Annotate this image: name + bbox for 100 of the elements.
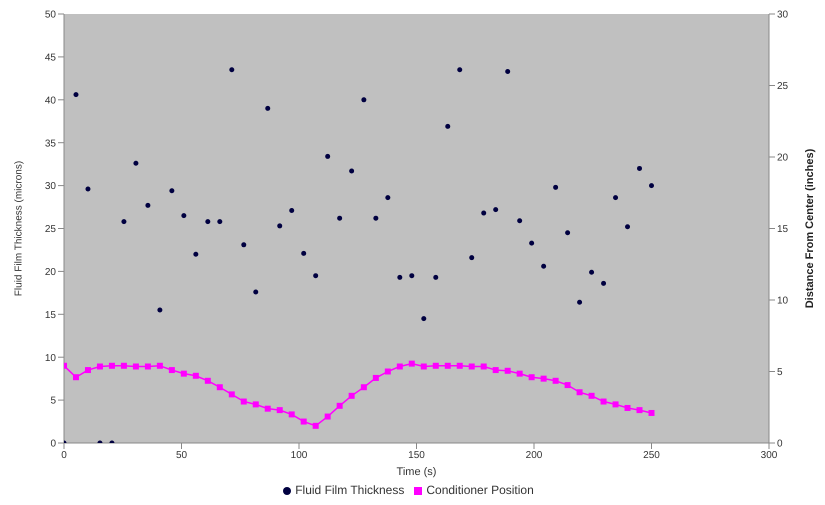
point	[565, 230, 570, 236]
y2-tick-label: 5	[777, 367, 783, 378]
x-tick-label: 250	[643, 450, 660, 462]
x-tick-label: 100	[290, 450, 308, 462]
point	[432, 362, 439, 369]
point	[133, 160, 138, 166]
y2-axis-title: Distance From Center (inches)	[804, 148, 816, 308]
point	[396, 363, 403, 370]
point	[324, 414, 331, 420]
point	[85, 186, 90, 192]
point	[481, 210, 486, 216]
point	[540, 376, 547, 382]
point	[277, 223, 282, 228]
point	[72, 374, 79, 380]
point	[468, 363, 475, 370]
point	[205, 219, 210, 224]
point	[253, 289, 258, 294]
x-tick-label: 0	[61, 450, 68, 462]
y2-tick-label: 10	[777, 296, 789, 307]
point	[517, 218, 522, 224]
y2-tick-label: 25	[777, 81, 789, 92]
point	[276, 407, 283, 414]
point	[348, 392, 355, 399]
y-tick-label: 30	[44, 181, 56, 192]
point	[132, 363, 139, 370]
point	[204, 378, 211, 384]
point	[505, 68, 510, 74]
point	[433, 274, 438, 280]
point	[288, 411, 295, 418]
x-tick-label: 300	[760, 450, 778, 462]
point	[241, 242, 246, 248]
point	[612, 401, 619, 408]
x-tick-label: 200	[526, 450, 543, 462]
point	[120, 362, 127, 369]
point	[504, 368, 511, 374]
point	[648, 410, 654, 416]
point	[588, 392, 595, 399]
point	[385, 195, 390, 200]
point	[264, 406, 271, 412]
point	[180, 370, 187, 377]
legend-label: Fluid Film Thickness	[295, 483, 404, 497]
point	[229, 67, 234, 72]
point	[193, 252, 198, 257]
point	[144, 363, 151, 370]
y2-tick-label: 30	[777, 10, 789, 21]
y2-tick-label: 0	[777, 438, 783, 450]
point	[480, 363, 487, 370]
point	[445, 124, 450, 129]
point	[649, 183, 654, 188]
point	[420, 363, 427, 370]
y-tick-label: 40	[44, 95, 56, 106]
point	[313, 273, 318, 278]
point	[96, 363, 103, 370]
point	[325, 154, 330, 159]
point	[300, 418, 307, 425]
point	[216, 384, 223, 390]
point	[217, 219, 222, 224]
y2-tick-label: 15	[777, 224, 789, 236]
point	[564, 382, 571, 388]
point	[360, 384, 367, 390]
point	[553, 184, 558, 190]
point	[421, 316, 426, 322]
point	[625, 224, 630, 230]
point	[373, 216, 378, 221]
point	[156, 362, 163, 369]
point	[372, 374, 379, 381]
y-tick-label: 25	[44, 224, 56, 236]
y-tick-label: 20	[44, 266, 56, 278]
point	[349, 168, 354, 174]
point	[492, 367, 499, 374]
legend-label: Conditioner Position	[426, 483, 534, 497]
x-tick-label: 50	[176, 450, 188, 462]
point	[108, 362, 115, 369]
point	[529, 240, 534, 246]
point	[240, 398, 247, 405]
y-tick-label: 35	[44, 138, 56, 150]
point	[181, 213, 186, 218]
point	[541, 264, 546, 269]
y-tick-label: 0	[50, 438, 56, 450]
point	[384, 368, 391, 374]
point	[456, 362, 463, 369]
point	[444, 362, 451, 369]
point	[576, 389, 583, 396]
y-tick-label: 45	[44, 52, 56, 64]
point	[73, 92, 78, 98]
y-axis-title: Fluid Film Thickness (microns)	[14, 160, 25, 296]
point	[145, 202, 150, 208]
point	[552, 378, 559, 384]
y-tick-label: 5	[50, 396, 56, 407]
point	[84, 367, 91, 374]
point	[157, 308, 162, 313]
point	[252, 401, 259, 408]
point	[289, 208, 294, 213]
point	[637, 166, 642, 171]
y2-tick-label: 20	[777, 152, 789, 164]
point	[636, 407, 643, 414]
point	[121, 219, 126, 224]
point	[493, 207, 498, 212]
point	[337, 216, 342, 221]
point	[192, 372, 199, 379]
